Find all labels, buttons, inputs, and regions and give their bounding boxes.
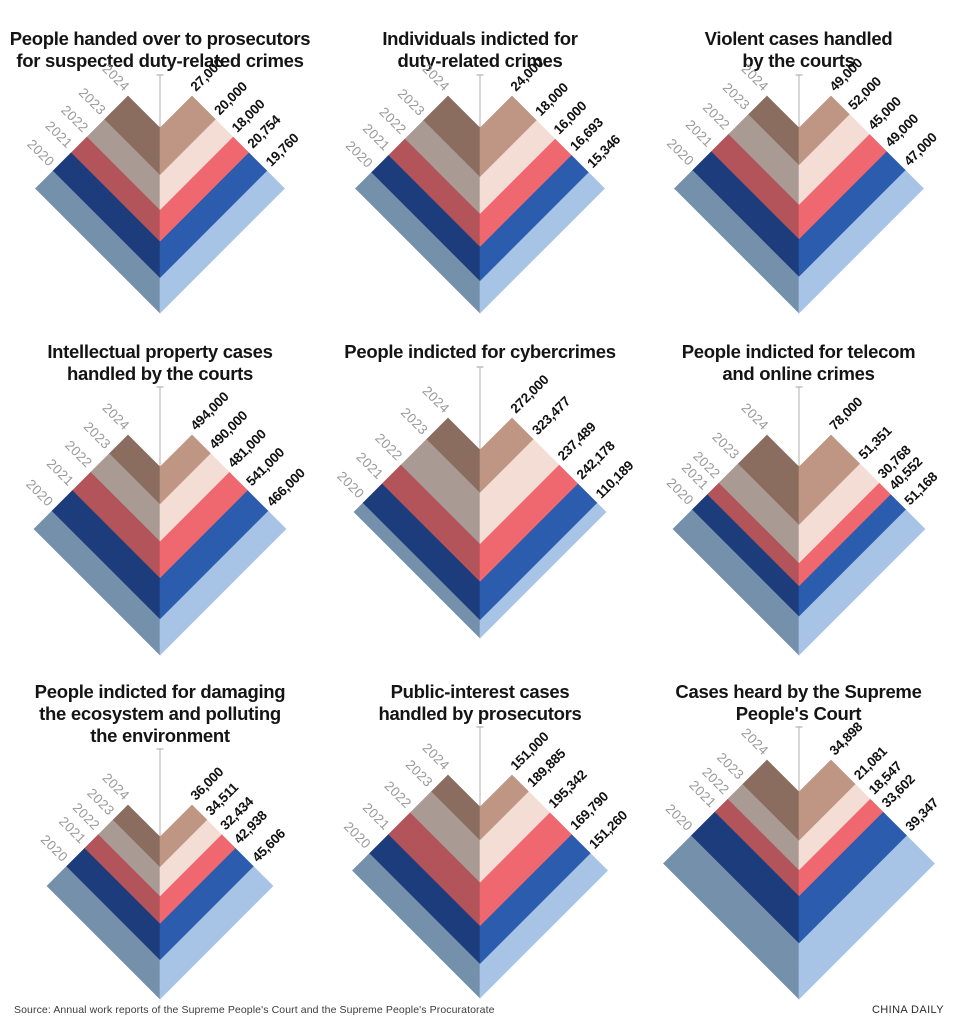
year-label-2022: 2022 (62, 438, 95, 471)
chart-title: Cases heard by the Supreme People's Cour… (675, 681, 922, 724)
year-label-2020: 2020 (23, 476, 56, 509)
value-label-2024: 78,000 (827, 394, 866, 433)
chart-cell-ip-cases: Intellectual property cases handled by t… (0, 341, 320, 658)
chart-title: People indicted for damaging the ecosyst… (34, 681, 286, 746)
year-label-2020: 2020 (341, 819, 374, 852)
value-label-2024: 34,898 (827, 719, 866, 758)
year-label-2024: 2024 (739, 725, 772, 758)
year-label-2023: 2023 (398, 405, 431, 438)
chart-cell-ecosystem-crimes: People indicted for damaging the ecosyst… (0, 681, 320, 1002)
chart-title: Intellectual property cases handled by t… (47, 341, 273, 384)
value-label-2024: 27,000 (188, 55, 227, 94)
year-label-2021: 2021 (683, 117, 716, 150)
year-label-2021: 2021 (360, 800, 393, 833)
year-label-2023: 2023 (81, 419, 114, 452)
year-label-2021: 2021 (353, 449, 386, 482)
year-label-2024: 2024 (739, 400, 772, 433)
chart-title: Public-interest cases handled by prosecu… (378, 681, 582, 724)
band-2020-right (159, 170, 285, 314)
chart-cell-public-interest-cases: Public-interest cases handled by prosecu… (320, 681, 640, 1002)
year-label-2021: 2021 (44, 456, 77, 489)
band-2020-right (479, 853, 608, 999)
brand-credit: CHINA DAILY (871, 1004, 944, 1016)
year-label-2020: 2020 (663, 801, 696, 834)
source-note: Source: Annual work reports of the Supre… (14, 1004, 495, 1016)
year-label-2020: 2020 (664, 136, 697, 169)
year-label-2020: 2020 (24, 136, 57, 169)
value-label-2024: 24,000 (508, 55, 547, 94)
year-label-2023: 2023 (720, 80, 753, 113)
band-2020-right (798, 835, 935, 1000)
band-2020-right (159, 866, 274, 1000)
chart-cell-duty-crime-indicted: Individuals indicted for duty-related cr… (320, 28, 640, 316)
value-label-2022: 195,342 (546, 767, 590, 811)
year-label-2023: 2023 (395, 86, 428, 119)
chart-title: People handed over to prosecutors for su… (9, 28, 311, 71)
chart-cell-telecom-crimes: People indicted for telecom and online c… (639, 341, 958, 658)
year-label-2024: 2024 (100, 61, 133, 94)
chart-title: People indicted for cybercrimes (344, 341, 616, 362)
chart-title: Violent cases handled by the courts (704, 28, 893, 71)
band-2020-right (479, 502, 607, 639)
band-2020-right (159, 510, 287, 656)
chart-cell-supreme-court-cases: Cases heard by the Supreme People's Cour… (639, 681, 958, 1002)
band-2020-right (479, 172, 605, 314)
band-2020-right (798, 509, 926, 656)
chart-title: Individuals indicted for duty-related cr… (382, 28, 578, 71)
year-label-2024: 2024 (100, 400, 133, 433)
chart-title: People indicted for telecom and online c… (681, 341, 916, 384)
band-2020-right (798, 170, 924, 314)
year-label-2024: 2024 (420, 61, 453, 94)
year-label-2022: 2022 (372, 430, 405, 463)
year-label-2024: 2024 (420, 383, 453, 416)
chart-cell-cybercrimes: People indicted for cybercrimes 2024 272,… (320, 341, 640, 658)
year-label-2022: 2022 (382, 778, 415, 811)
year-label-2024: 2024 (739, 61, 772, 94)
value-label-2023: 323,477 (529, 394, 573, 438)
year-label-2023: 2023 (709, 429, 742, 462)
year-label-2020: 2020 (334, 468, 367, 501)
year-label-2020: 2020 (38, 832, 71, 865)
year-label-2020: 2020 (343, 138, 376, 171)
value-label-2020: 39,347 (902, 795, 941, 834)
value-label-2024: 272,000 (508, 372, 552, 416)
chart-cell-violent-cases: Violent cases handled by the courts 2024… (639, 28, 958, 316)
chart-cell-duty-crime-prosecutors: People handed over to prosecutors for su… (0, 28, 320, 316)
